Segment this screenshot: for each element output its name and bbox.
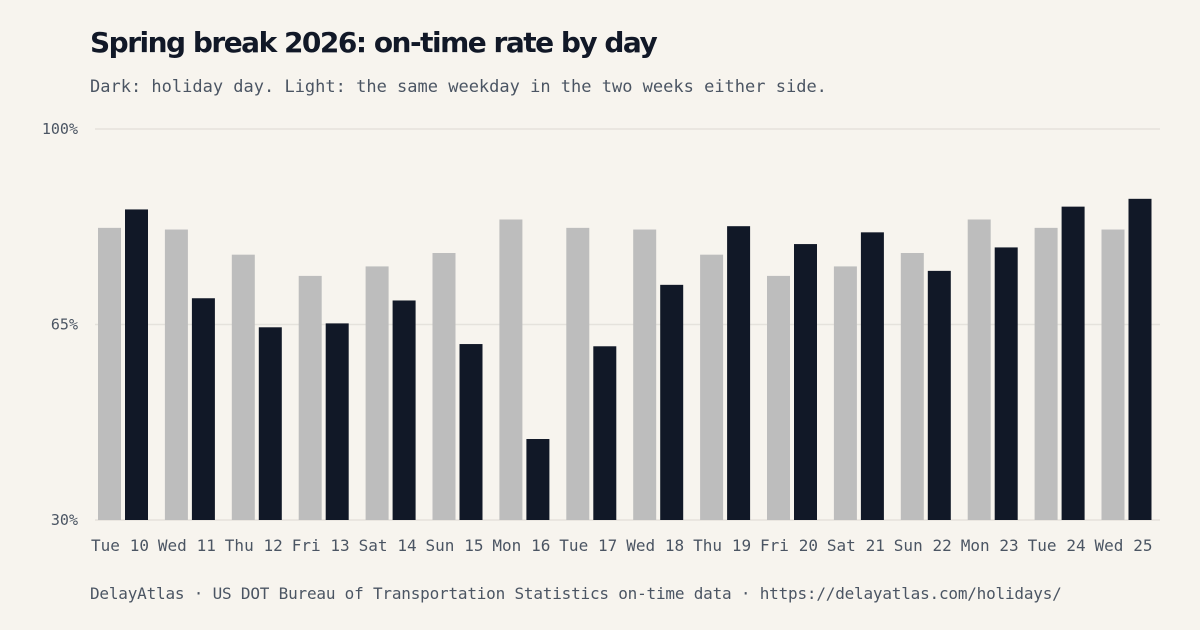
holiday-bar bbox=[593, 346, 617, 520]
holiday-bar bbox=[994, 247, 1018, 520]
x-tick-label: Sun bbox=[894, 536, 923, 555]
x-tick-label: Thu bbox=[225, 536, 254, 555]
y-tick-label: 30% bbox=[51, 511, 78, 529]
x-tick-label-date: 17 bbox=[598, 536, 617, 555]
page-subtitle: Dark: holiday day. Light: the same weekd… bbox=[90, 77, 827, 97]
bars bbox=[98, 198, 1152, 521]
x-tick-label-date: 22 bbox=[933, 536, 952, 555]
baseline-bar bbox=[298, 275, 322, 520]
x-tick-label: Tue bbox=[559, 536, 588, 555]
x-tick-label-date: 10 bbox=[130, 536, 149, 555]
x-tick-label-date: 24 bbox=[1066, 536, 1085, 555]
holiday-bar bbox=[258, 327, 282, 520]
x-tick-label: Mon bbox=[961, 536, 990, 555]
baseline-bar bbox=[1034, 227, 1058, 521]
x-tick-label: Wed bbox=[626, 536, 655, 555]
x-tick-label-date: 13 bbox=[330, 536, 349, 555]
x-tick-label-date: 19 bbox=[732, 536, 751, 555]
baseline-bar bbox=[499, 219, 523, 520]
baseline-bar bbox=[900, 253, 924, 520]
source-credit: DelayAtlas · US DOT Bureau of Transporta… bbox=[90, 584, 1062, 603]
baseline-bar bbox=[700, 254, 724, 520]
y-tick-label: 65% bbox=[51, 316, 78, 334]
baseline-bar bbox=[633, 229, 657, 521]
holiday-bar bbox=[660, 284, 684, 520]
holiday-bar bbox=[125, 209, 148, 521]
page-title: Spring break 2026: on-time rate by day bbox=[90, 26, 658, 59]
holiday-bar bbox=[459, 344, 483, 520]
x-tick-label: Fri bbox=[760, 536, 789, 555]
holiday-bar bbox=[727, 226, 751, 521]
x-tick-label: Wed bbox=[1095, 536, 1124, 555]
x-tick-label-date: 20 bbox=[799, 536, 818, 555]
baseline-bar bbox=[164, 229, 188, 521]
x-tick-label-date: 15 bbox=[464, 536, 483, 555]
x-tick-label: Sat bbox=[827, 536, 856, 555]
holiday-bar bbox=[325, 323, 349, 520]
x-tick-label: Mon bbox=[492, 536, 521, 555]
baseline-bar bbox=[98, 227, 121, 521]
holiday-bar bbox=[392, 300, 416, 520]
holiday-bar bbox=[1128, 198, 1152, 521]
holiday-bar bbox=[927, 270, 951, 520]
x-tick-label: Sun bbox=[426, 536, 455, 555]
baseline-bar bbox=[566, 227, 590, 521]
baseline-bar bbox=[365, 266, 389, 520]
baseline-bar bbox=[432, 253, 456, 520]
x-tick-label: Fri bbox=[292, 536, 321, 555]
x-tick-label: Tue bbox=[1028, 536, 1057, 555]
holiday-bar bbox=[860, 232, 884, 521]
x-axis: Tue 10 Wed 11 Thu 12 Fri 13 Sat 14 Sun 15 Mon 16 Tue 17… bbox=[91, 536, 1153, 555]
baseline-bar bbox=[767, 275, 790, 520]
x-tick-label-date: 25 bbox=[1133, 536, 1152, 555]
holiday-bar bbox=[526, 439, 550, 520]
baseline-bar bbox=[833, 266, 857, 520]
x-tick-label-date: 16 bbox=[531, 536, 550, 555]
x-tick-label: Sat bbox=[359, 536, 388, 555]
x-tick-label: Wed bbox=[158, 536, 187, 555]
holiday-bar bbox=[1061, 206, 1085, 521]
x-tick-label-date: 21 bbox=[866, 536, 885, 555]
y-axis: 100% 65% 30% bbox=[42, 120, 78, 529]
x-tick-label-date: 14 bbox=[397, 536, 416, 555]
x-tick-label: Thu bbox=[693, 536, 722, 555]
holiday-bar bbox=[191, 298, 215, 520]
holiday-bar bbox=[794, 244, 817, 520]
x-tick-label-date: 23 bbox=[999, 536, 1018, 555]
baseline-bar bbox=[967, 219, 991, 520]
x-tick-label-date: 18 bbox=[665, 536, 684, 555]
x-tick-label-date: 11 bbox=[197, 536, 216, 555]
x-tick-label-date: 12 bbox=[264, 536, 283, 555]
x-tick-label: Tue bbox=[91, 536, 120, 555]
baseline-bar bbox=[231, 254, 255, 520]
y-tick-label: 100% bbox=[42, 120, 78, 138]
baseline-bar bbox=[1101, 229, 1125, 521]
